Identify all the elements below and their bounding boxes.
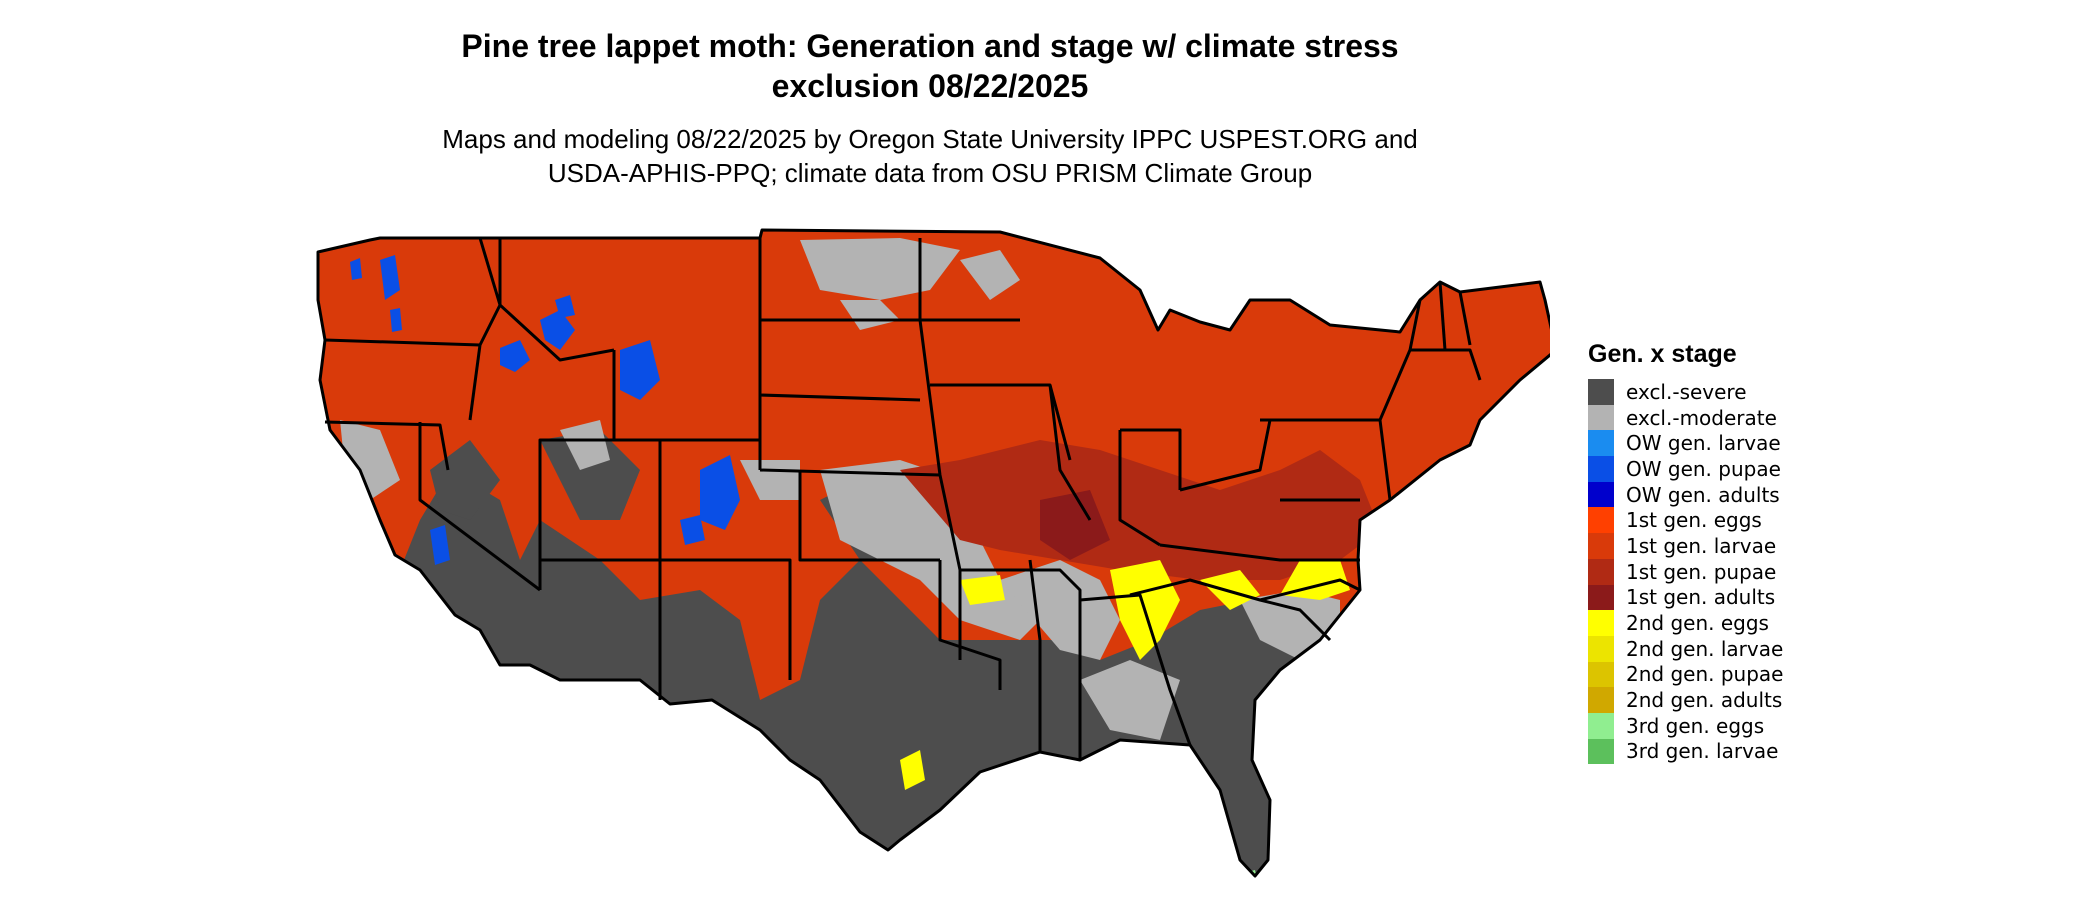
map-title: Pine tree lappet moth: Generation and st… bbox=[0, 26, 1860, 106]
legend-label: 1st gen. pupae bbox=[1626, 559, 1777, 584]
legend-swatch bbox=[1588, 687, 1614, 713]
us-map bbox=[316, 228, 1550, 878]
legend-swatch bbox=[1588, 610, 1614, 636]
legend-swatch bbox=[1588, 379, 1614, 405]
legend-item: 1st gen. pupae bbox=[1588, 558, 1783, 585]
legend-item: 3rd gen. larvae bbox=[1588, 738, 1783, 765]
legend-item: 2nd gen. larvae bbox=[1588, 635, 1784, 662]
legend-item: 2nd gen. pupae bbox=[1588, 661, 1784, 688]
legend-items: excl.-severe excl.-moderate OW gen. larvae… bbox=[1588, 379, 1784, 765]
legend-label: 1st gen. eggs bbox=[1626, 508, 1762, 533]
map-fill bbox=[318, 230, 1550, 876]
map-subtitle-line-2: USDA-APHIS-PPQ; climate data from OSU PR… bbox=[547, 158, 1313, 188]
legend-item: 1st gen. adults bbox=[1588, 584, 1783, 611]
legend-swatch bbox=[1588, 712, 1614, 739]
legend-swatch bbox=[1588, 558, 1614, 585]
legend-swatch bbox=[1588, 635, 1614, 662]
legend-item: 2nd gen. eggs bbox=[1588, 610, 1783, 636]
legend-label: excl.-severe bbox=[1626, 379, 1747, 404]
map-title-line-1: Pine tree lappet moth: Generation and st… bbox=[461, 28, 1399, 64]
legend-label: 1st gen. adults bbox=[1626, 585, 1776, 610]
map-subtitle-line-1: Maps and modeling 08/22/2025 by Oregon S… bbox=[442, 124, 1418, 154]
map-subtitle: Maps and modeling 08/22/2025 by Oregon S… bbox=[0, 122, 1860, 190]
map-title-line-2: exclusion 08/22/2025 bbox=[771, 68, 1089, 104]
legend-label: OW gen. larvae bbox=[1626, 431, 1781, 456]
legend-item: OW gen. adults bbox=[1588, 481, 1783, 508]
legend-swatch bbox=[1588, 584, 1614, 611]
legend-label: 3rd gen. eggs bbox=[1626, 713, 1765, 738]
legend-label: 2nd gen. adults bbox=[1626, 688, 1783, 713]
legend-swatch bbox=[1588, 738, 1614, 765]
state-boundaries bbox=[316, 228, 1550, 878]
legend-item: excl.-severe bbox=[1588, 379, 1783, 405]
legend-label: 2nd gen. pupae bbox=[1626, 662, 1784, 687]
legend-label: 2nd gen. larvae bbox=[1626, 636, 1784, 661]
legend-item: OW gen. larvae bbox=[1588, 430, 1783, 457]
legend-swatch bbox=[1588, 661, 1614, 688]
legend-item: OW gen. pupae bbox=[1588, 456, 1783, 482]
legend-label: 1st gen. larvae bbox=[1626, 533, 1777, 558]
legend-swatch bbox=[1588, 481, 1614, 508]
legend-item: excl.-moderate bbox=[1588, 404, 1783, 431]
legend-label: OW gen. adults bbox=[1626, 482, 1780, 507]
legend-item: 1st gen. eggs bbox=[1588, 507, 1783, 534]
legend-label: OW gen. pupae bbox=[1626, 456, 1781, 481]
legend-item: 3rd gen. eggs bbox=[1588, 712, 1783, 739]
legend-label: 3rd gen. larvae bbox=[1626, 739, 1779, 764]
legend: Gen. x stage excl.-severe excl.-moderate O… bbox=[1588, 340, 1784, 765]
legend-swatch bbox=[1588, 507, 1614, 534]
legend-swatch bbox=[1588, 533, 1614, 559]
legend-swatch bbox=[1588, 430, 1614, 457]
legend-swatch bbox=[1588, 404, 1614, 431]
legend-title: Gen. x stage bbox=[1588, 340, 1737, 368]
legend-label: 2nd gen. eggs bbox=[1626, 611, 1769, 636]
legend-swatch bbox=[1588, 456, 1614, 482]
legend-item: 1st gen. larvae bbox=[1588, 533, 1783, 559]
legend-item: 2nd gen. adults bbox=[1588, 687, 1783, 713]
legend-label: excl.-moderate bbox=[1626, 405, 1777, 430]
